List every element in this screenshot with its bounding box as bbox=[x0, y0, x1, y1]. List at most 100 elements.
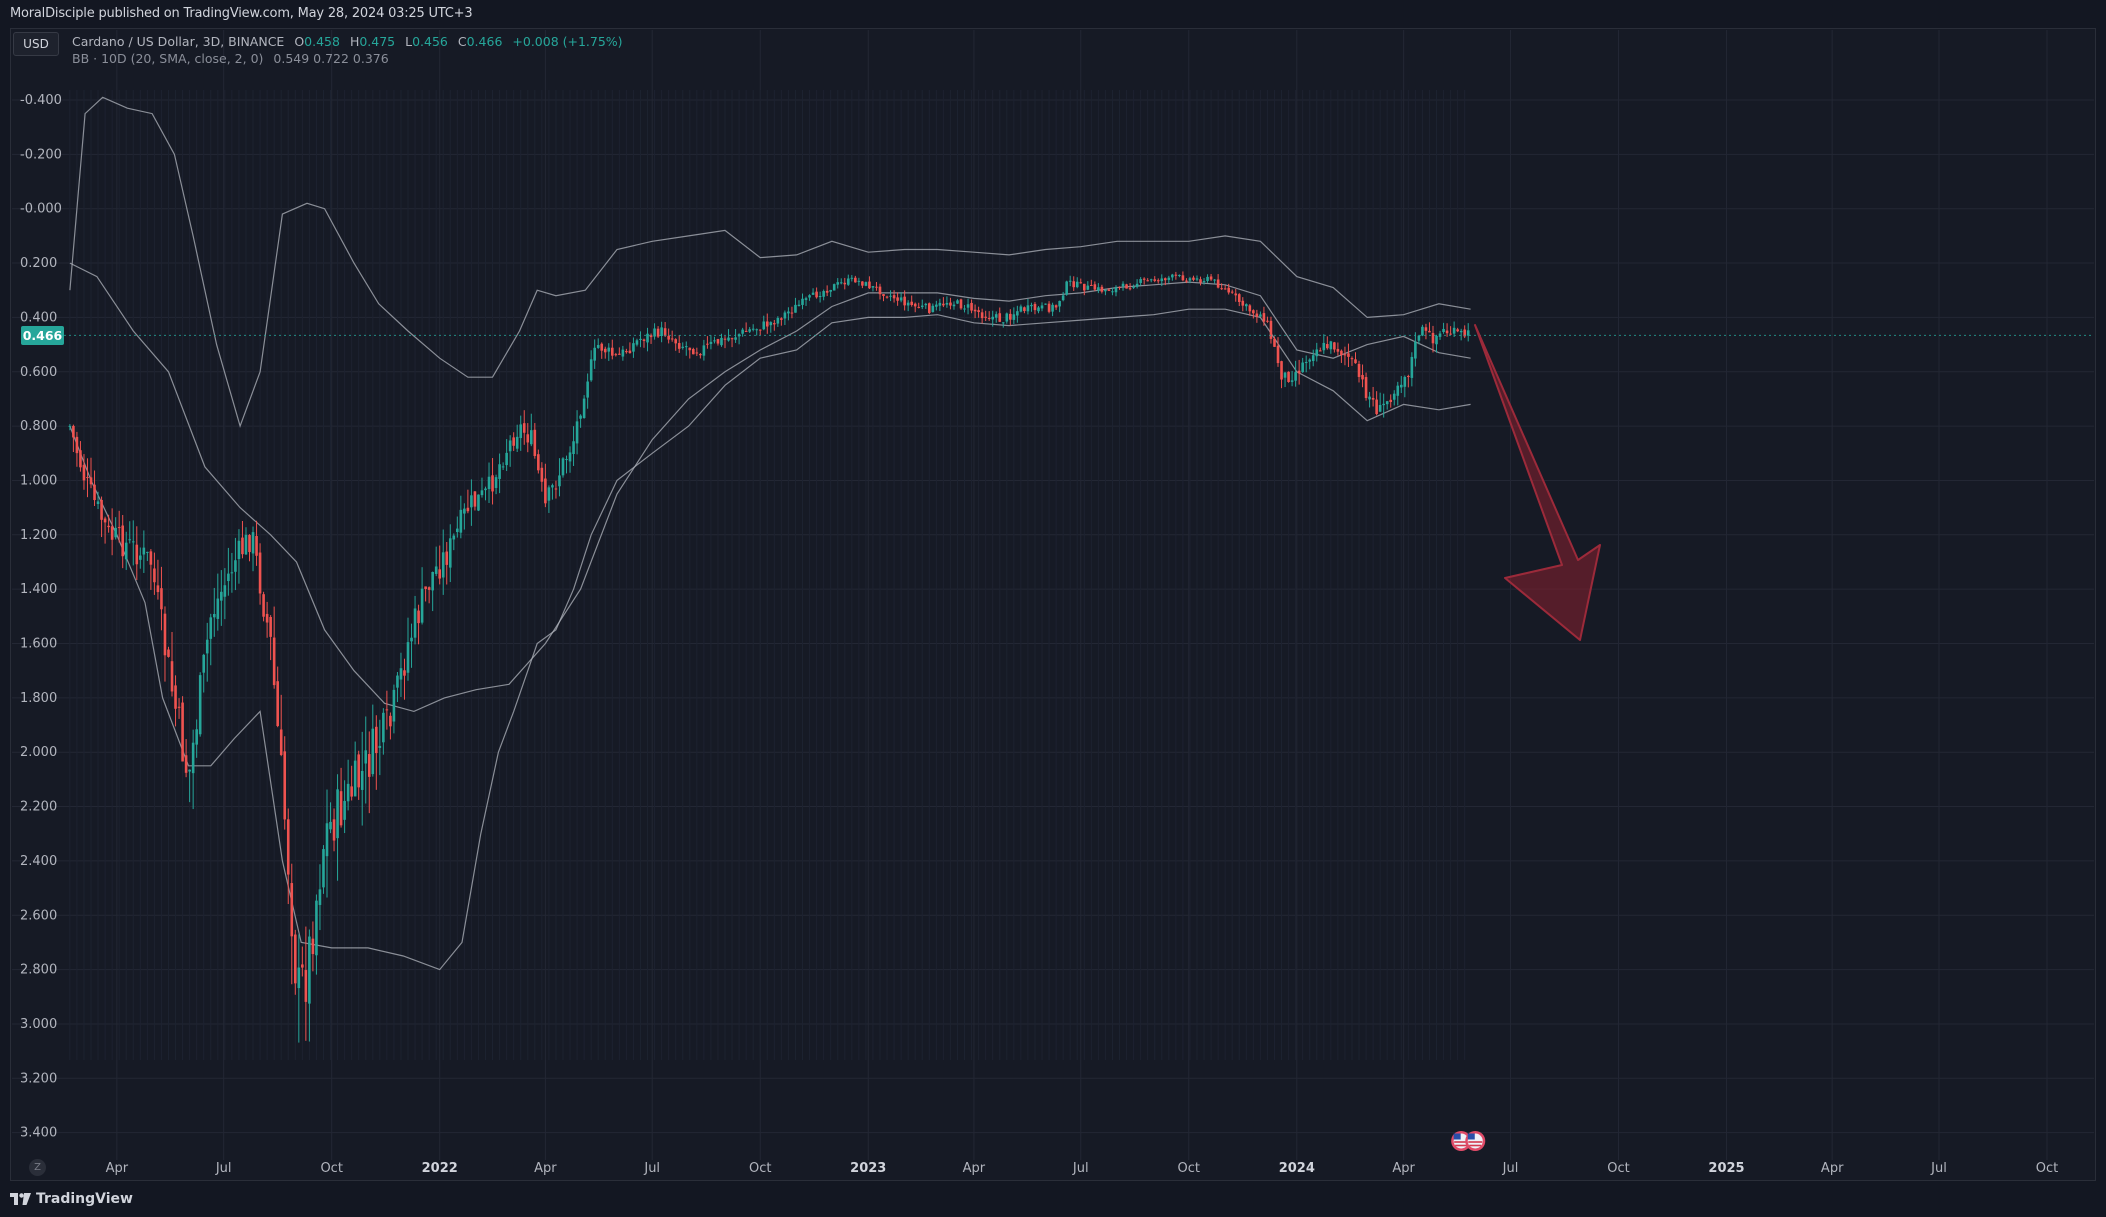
candle bbox=[1188, 276, 1192, 284]
candle bbox=[692, 347, 695, 355]
candle-body bbox=[815, 291, 818, 298]
candle-body bbox=[357, 754, 360, 788]
candle-body bbox=[1241, 300, 1245, 306]
candle bbox=[512, 432, 515, 451]
candle-body bbox=[554, 488, 558, 490]
candle-body bbox=[1171, 274, 1174, 278]
go-to-date-icon[interactable]: Z bbox=[29, 1159, 46, 1176]
candle bbox=[1459, 328, 1463, 341]
candle bbox=[293, 929, 297, 995]
high-key: H bbox=[349, 34, 360, 49]
candle-body bbox=[663, 328, 667, 336]
candle bbox=[279, 694, 283, 757]
x-tick-label: Apr bbox=[1821, 1161, 1844, 1176]
candle bbox=[322, 845, 325, 894]
candle-body bbox=[875, 286, 878, 288]
bb-values: 0.549 0.722 0.376 bbox=[273, 51, 389, 66]
x-tick-label: Apr bbox=[1392, 1161, 1415, 1176]
candle bbox=[688, 347, 692, 359]
candle bbox=[878, 283, 882, 300]
candle-body bbox=[1104, 289, 1107, 292]
candle-body bbox=[1318, 350, 1322, 352]
candle-body bbox=[544, 478, 547, 504]
candle-body bbox=[1114, 287, 1118, 293]
y-tick-label: 2.000 bbox=[20, 745, 57, 760]
candle-body bbox=[692, 348, 695, 355]
candle bbox=[660, 321, 663, 343]
candle bbox=[575, 410, 579, 455]
candle bbox=[149, 549, 153, 590]
bb-legend[interactable]: BB · 10D (20, SMA, close, 2, 0) 0.549 0.… bbox=[72, 51, 389, 66]
candle bbox=[769, 321, 773, 333]
candle bbox=[1075, 277, 1079, 289]
candle-body bbox=[188, 769, 191, 772]
candle bbox=[970, 299, 973, 314]
candlestick-series bbox=[68, 271, 1470, 1043]
candle bbox=[522, 410, 526, 445]
x-tick-label: Jul bbox=[215, 1161, 232, 1176]
candle-body bbox=[195, 729, 198, 745]
tradingview-logo[interactable]: TradingView bbox=[10, 1191, 133, 1207]
currency-button[interactable]: USD bbox=[13, 32, 59, 56]
candle bbox=[1368, 391, 1371, 408]
us-flag-event-icon[interactable] bbox=[1465, 1131, 1486, 1151]
candle bbox=[438, 545, 442, 585]
candle-body bbox=[973, 309, 977, 312]
candle bbox=[170, 631, 174, 697]
candle bbox=[117, 510, 121, 543]
candle bbox=[367, 731, 371, 814]
candle bbox=[1322, 334, 1326, 354]
candle-body bbox=[410, 637, 413, 642]
candle bbox=[1058, 300, 1061, 313]
candle-body bbox=[1216, 279, 1220, 288]
candle-body bbox=[89, 477, 93, 485]
candle bbox=[1241, 297, 1245, 312]
candle-body bbox=[910, 301, 913, 306]
candle-body bbox=[1005, 313, 1009, 322]
candle bbox=[1290, 370, 1294, 387]
candle bbox=[248, 534, 251, 562]
candle-body bbox=[938, 302, 942, 306]
candle-body bbox=[286, 819, 290, 875]
candle bbox=[1030, 302, 1033, 312]
candle-body bbox=[477, 494, 480, 511]
candle-body bbox=[1326, 344, 1329, 349]
candle bbox=[1206, 274, 1209, 283]
candle bbox=[501, 462, 505, 471]
band-hatching bbox=[69, 90, 1466, 1060]
symbol-legend[interactable]: Cardano / US Dollar, 3D, BINANCE O0.458 … bbox=[72, 34, 623, 49]
candle bbox=[910, 295, 913, 307]
candle bbox=[121, 514, 125, 569]
candle-body bbox=[1079, 282, 1083, 284]
candle bbox=[1114, 285, 1118, 297]
us-flag-event-icon[interactable] bbox=[1451, 1131, 1472, 1151]
candle-body bbox=[304, 970, 308, 1002]
candle-body bbox=[336, 789, 339, 839]
candle bbox=[730, 337, 734, 348]
candle bbox=[801, 293, 804, 310]
candle-body bbox=[1266, 320, 1269, 322]
candle bbox=[1199, 276, 1202, 286]
candle-body bbox=[998, 313, 1002, 322]
candle-body bbox=[484, 488, 487, 491]
candle-body bbox=[723, 338, 727, 340]
candle-body bbox=[117, 527, 121, 529]
candle-body bbox=[512, 437, 515, 446]
candle-body bbox=[892, 295, 896, 299]
candle-body bbox=[272, 637, 276, 686]
candle bbox=[304, 926, 308, 1041]
candle bbox=[667, 328, 670, 344]
x-tick-label: Jul bbox=[1502, 1161, 1519, 1176]
candle bbox=[589, 350, 593, 382]
candle-body bbox=[825, 290, 829, 293]
chart-frame[interactable] bbox=[10, 28, 2096, 1181]
candle bbox=[1146, 278, 1149, 282]
candle bbox=[329, 802, 332, 834]
candle bbox=[350, 765, 353, 801]
candle-body bbox=[139, 555, 142, 560]
candle bbox=[424, 586, 427, 602]
candle-body bbox=[1442, 328, 1445, 333]
candle bbox=[1354, 352, 1357, 364]
candle-body bbox=[1107, 289, 1111, 291]
